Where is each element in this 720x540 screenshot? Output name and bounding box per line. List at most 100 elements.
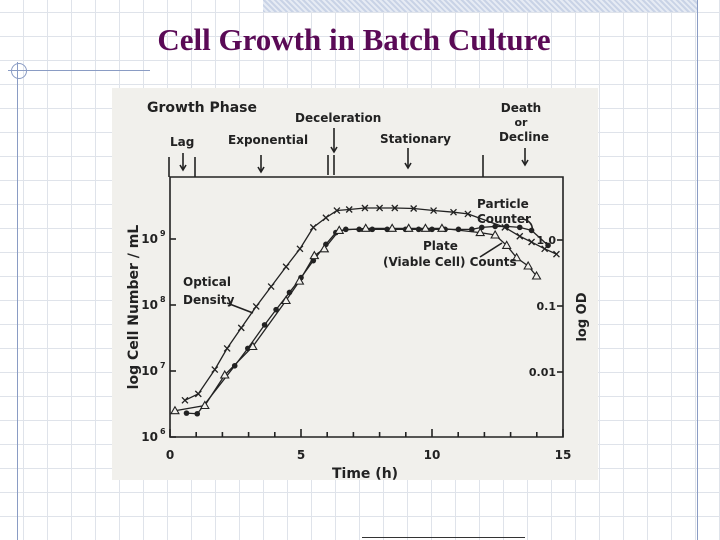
triangle-marker bbox=[437, 223, 447, 232]
dot-marker bbox=[183, 410, 190, 416]
x-tick-label: 0 bbox=[166, 448, 174, 462]
triangle-marker bbox=[334, 225, 345, 234]
x-marker bbox=[322, 214, 330, 222]
label-counter: Counter bbox=[477, 212, 531, 226]
y2-tick-label: 0.01 bbox=[529, 366, 556, 379]
y2-axis-label: log OD bbox=[575, 292, 590, 341]
right-decor-line bbox=[697, 0, 698, 540]
dot-marker bbox=[415, 226, 422, 233]
arrow-head bbox=[330, 146, 338, 154]
label-density: Density bbox=[183, 293, 235, 307]
series-line bbox=[184, 207, 557, 401]
bottom-decor-line bbox=[362, 537, 525, 538]
y-axis-label: log Cell Number / mL bbox=[126, 225, 142, 390]
x-marker bbox=[376, 204, 384, 212]
x-marker bbox=[430, 207, 438, 214]
dot-marker bbox=[528, 227, 535, 234]
triangle-marker bbox=[420, 223, 431, 232]
x-marker bbox=[410, 205, 418, 212]
x-marker bbox=[194, 390, 202, 398]
dot-marker bbox=[545, 242, 551, 249]
triangle-marker bbox=[170, 405, 180, 415]
phase-deceleration: Deceleration bbox=[295, 111, 381, 125]
y-tick-label: 10 bbox=[141, 298, 158, 312]
x-marker bbox=[282, 263, 290, 271]
x-marker bbox=[552, 250, 560, 258]
x-marker bbox=[181, 396, 189, 404]
label-optical: Optical bbox=[183, 275, 231, 289]
triangle-marker bbox=[199, 400, 210, 410]
phase-death: Death bbox=[501, 101, 541, 115]
triangle-marker bbox=[309, 250, 320, 260]
phase-exponential: Exponential bbox=[228, 133, 308, 147]
y2-tick-label: 0.1 bbox=[537, 300, 557, 313]
phase-lag: Lag bbox=[170, 135, 194, 149]
dot-marker bbox=[503, 223, 510, 230]
phase-decline: Decline bbox=[499, 130, 549, 144]
triangle-marker bbox=[360, 223, 371, 232]
triangle-marker bbox=[403, 223, 414, 232]
x-marker bbox=[237, 324, 245, 332]
x-marker bbox=[450, 208, 457, 216]
dot-marker bbox=[516, 224, 523, 231]
arrow-head bbox=[179, 164, 187, 172]
title-underline-decor bbox=[8, 70, 150, 71]
phase-header: Growth Phase bbox=[147, 100, 257, 116]
x-marker bbox=[516, 232, 524, 240]
x-marker bbox=[267, 283, 275, 291]
x-marker bbox=[309, 223, 317, 231]
triangle-marker bbox=[219, 369, 230, 379]
phase-or: or bbox=[515, 116, 529, 129]
x-marker bbox=[464, 210, 472, 218]
decor-circle bbox=[11, 63, 27, 79]
x-marker bbox=[345, 206, 353, 213]
triangle-marker bbox=[319, 243, 330, 253]
label-plate: Plate bbox=[423, 239, 458, 253]
triangle-marker bbox=[501, 240, 512, 249]
slide-title: Cell Growth in Batch Culture bbox=[157, 22, 551, 57]
dot-marker bbox=[469, 226, 475, 233]
x-marker bbox=[528, 238, 536, 246]
y-tick-exponent: 6 bbox=[160, 427, 166, 436]
dot-marker bbox=[492, 223, 498, 230]
y-tick-label: 10 bbox=[141, 232, 158, 246]
figure-background bbox=[112, 88, 598, 480]
x-tick-label: 15 bbox=[555, 448, 572, 462]
optical-density-leader bbox=[226, 302, 254, 314]
y-tick-label: 10 bbox=[141, 430, 158, 444]
dot-marker bbox=[273, 306, 279, 313]
x-marker bbox=[211, 366, 219, 374]
arrow-head bbox=[257, 166, 265, 174]
x-marker bbox=[296, 245, 304, 253]
y-tick-exponent: 7 bbox=[160, 361, 166, 370]
x-marker bbox=[361, 204, 369, 212]
label-viable-cell-counts: (Viable Cell) Counts bbox=[383, 255, 517, 269]
x-tick-label: 10 bbox=[424, 448, 441, 462]
x-marker bbox=[333, 207, 341, 214]
arrow-head bbox=[521, 159, 529, 167]
x-marker bbox=[252, 303, 260, 310]
left-decor-line bbox=[17, 62, 18, 540]
x-axis-label: Time (h) bbox=[332, 466, 398, 482]
x-tick-label: 5 bbox=[297, 448, 305, 462]
triangle-marker bbox=[387, 223, 398, 232]
y-tick-exponent: 8 bbox=[160, 295, 166, 304]
phase-stationary: Stationary bbox=[380, 132, 451, 146]
triangle-marker bbox=[247, 341, 258, 351]
triangle-marker bbox=[490, 229, 501, 239]
x-marker bbox=[223, 344, 231, 352]
top-decor-bar bbox=[263, 0, 697, 12]
dot-marker bbox=[261, 322, 268, 328]
plate-count-leader bbox=[479, 242, 503, 258]
y-tick-label: 10 bbox=[141, 364, 158, 378]
triangle-marker bbox=[281, 295, 292, 305]
y-tick-exponent: 9 bbox=[160, 229, 166, 238]
y2-tick-label: 1.0 bbox=[537, 234, 557, 247]
triangle-marker bbox=[511, 252, 522, 262]
x-marker bbox=[391, 204, 399, 212]
triangle-marker bbox=[475, 227, 486, 237]
dot-marker bbox=[194, 410, 201, 417]
triangle-marker bbox=[531, 270, 542, 280]
label-particle: Particle bbox=[477, 197, 529, 211]
